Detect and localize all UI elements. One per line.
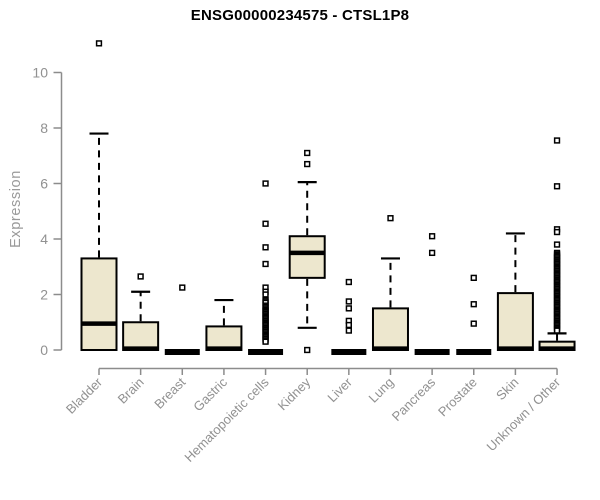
y-axis-title: Expression	[8, 170, 24, 248]
box-iqr	[371, 307, 409, 351]
outlier-point	[262, 244, 269, 251]
y-tick-label: 8	[40, 120, 48, 136]
y-tick-label: 4	[40, 231, 48, 247]
x-tick-label: Breast	[151, 374, 188, 411]
boxplot-flat-box	[331, 349, 367, 355]
outlier-point	[553, 183, 561, 190]
outlier-point	[553, 137, 561, 144]
y-tick-label: 0	[40, 342, 48, 358]
y-tick-label: 2	[40, 287, 48, 303]
x-tick-label: Unknown / Other	[484, 374, 564, 454]
box-iqr	[122, 321, 160, 351]
box-iqr	[80, 257, 118, 351]
x-tick-label: Skin	[493, 375, 521, 403]
x-tick-label: Lung	[366, 375, 397, 406]
outlier-point	[470, 320, 477, 327]
x-tick-label: Brain	[115, 375, 147, 407]
outlier-point	[304, 149, 311, 157]
x-tick-label: Liver	[324, 374, 355, 405]
outlier-point	[179, 284, 186, 291]
outlier-point	[553, 241, 561, 248]
x-tick-label: Pancreas	[389, 374, 439, 424]
outlier-point	[262, 180, 269, 187]
box-iqr	[288, 235, 326, 279]
outlier-point	[345, 321, 352, 329]
outlier-point	[137, 273, 144, 280]
x-tick-label: Bladder	[63, 374, 106, 417]
boxplot-flat-box	[456, 349, 492, 355]
boxplot-flat-box	[248, 349, 284, 355]
outlier-point	[387, 215, 394, 222]
outlier-point	[345, 278, 352, 286]
outlier-point	[262, 338, 269, 345]
outlier-point	[553, 327, 561, 334]
outlier-point	[262, 220, 269, 227]
outlier-point	[304, 160, 311, 168]
x-tick-label: Kidney	[275, 374, 314, 413]
outlier-point	[345, 305, 352, 312]
y-tick-label: 10	[32, 65, 48, 81]
outlier-point	[345, 327, 352, 334]
outlier-point	[262, 291, 269, 298]
box-iqr	[496, 292, 534, 351]
outlier-point	[428, 233, 436, 240]
outlier-point	[428, 249, 436, 257]
outlier-point	[95, 40, 103, 47]
y-tick-label: 6	[40, 176, 48, 192]
outlier-point	[470, 274, 477, 282]
outlier-point	[553, 228, 561, 236]
outlier-point	[345, 298, 352, 305]
x-tick-label: Prostate	[435, 375, 480, 420]
outlier-point	[470, 301, 477, 308]
chart-title: ENSG00000234575 - CTSL1P8	[190, 7, 410, 24]
outlier-point	[262, 260, 269, 268]
boxplot-flat-box	[164, 349, 200, 355]
outlier-point	[304, 346, 311, 354]
boxplot-flat-box	[414, 349, 450, 355]
x-tick-label: Gastric	[190, 374, 230, 414]
